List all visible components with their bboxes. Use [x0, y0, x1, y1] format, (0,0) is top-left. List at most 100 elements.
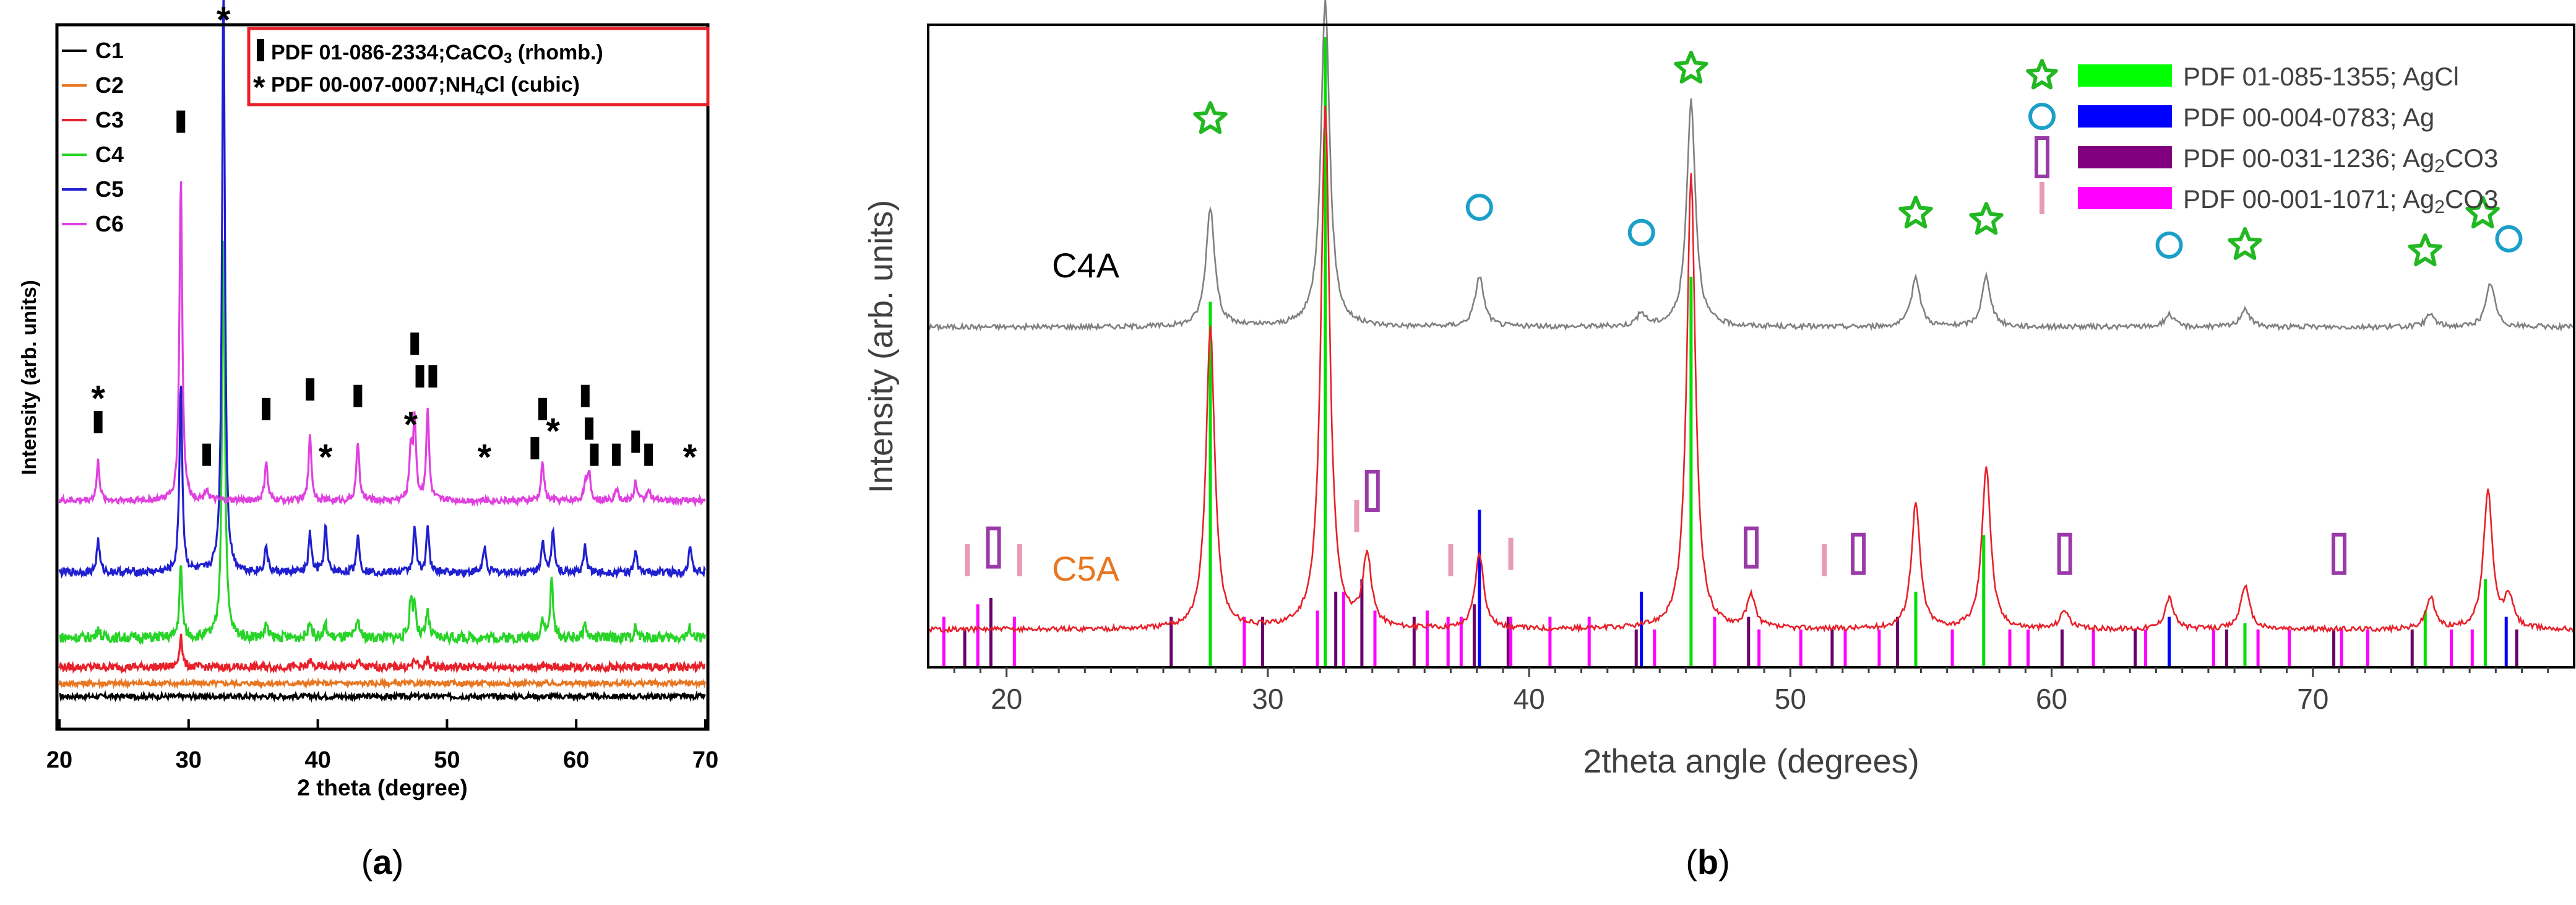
panel-a-x-tick-label: 30: [176, 747, 202, 773]
panel-a-label: (a): [361, 842, 403, 881]
ag2co3-rect-marker: [986, 526, 1001, 569]
calcite-bar-marker: [644, 443, 653, 466]
ag2co3-rect-marker: [1744, 526, 1759, 569]
panel-a-series-line-c2: [58, 677, 707, 690]
panel-b-legend-swatch: [2078, 146, 2172, 168]
panel-a-legend-label-c5: C5: [95, 176, 124, 202]
calcite-bar-marker: [590, 443, 599, 466]
agcl-star-marker: [2228, 227, 2262, 260]
panel-b-legend-text: PDF 01-085-1355; AgCl: [2183, 62, 2459, 91]
panel-a-series-group: [58, 0, 707, 703]
agcl-star-marker: [2465, 196, 2500, 229]
agcl-star-marker: [1674, 50, 1708, 84]
panel-b-label: (b): [1686, 842, 1730, 881]
panel-b-legend-text-sub: 2: [2434, 156, 2445, 176]
asterisk-marker-icon: *: [253, 70, 265, 105]
panel-b-legend-swatch: [2078, 64, 2172, 87]
nh4cl-asterisk-marker: *: [683, 438, 697, 478]
agcl-star-icon: [2026, 59, 2058, 90]
ag2co3-pink-bar-marker: [1508, 537, 1514, 570]
panel-a-chart: * * * * * * * 20 30 40 50 60 70 2 theta (degree) In…: [17, 0, 718, 881]
calcite-bar-marker: [353, 384, 363, 407]
panel-b-legend-text-suffix: CO3: [2445, 184, 2498, 214]
agcl-star-marker: [1193, 101, 1228, 134]
calcite-bar-marker: [93, 410, 103, 433]
panel-b-x-tick-label: 20: [991, 683, 1022, 715]
panel-a-x-tick-label: 20: [46, 747, 72, 773]
panel-a-legend-label-c4: C4: [95, 142, 124, 167]
panel-a-x-tick-label: 60: [563, 747, 589, 773]
panel-b-legend-text: PDF 00-031-1236; Ag2CO3: [2183, 144, 2498, 176]
calcite-bar-marker: [262, 397, 271, 420]
panel-a-legend-label-c3: C3: [95, 107, 124, 132]
panel-a-plot-frame: [55, 23, 710, 731]
panel-a-series-line-c4: [58, 240, 707, 646]
panel-b-series-group: [928, 0, 2575, 634]
panel-b-legend-text-main: PDF 00-001-1071; Ag: [2183, 184, 2434, 214]
calcite-bar-marker: [306, 378, 315, 401]
ag2co3-rect-icon: [2035, 136, 2049, 178]
nh4cl-asterisk-marker: *: [217, 0, 231, 40]
calcite-bar-marker: [530, 437, 540, 460]
panel-b-x-ticks: 20 30 40 50 60 70: [953, 667, 2549, 715]
panel-b-legend-text: PDF 00-004-0783; Ag: [2183, 103, 2434, 132]
panel-a-series-line-c1: [59, 690, 706, 703]
panel-b-legend-text-suffix: CO3: [2445, 144, 2498, 173]
panel-b-series-line-c4a: [928, 0, 2575, 332]
calcite-bar-marker: [176, 110, 186, 133]
panel-b-reference-lines: [942, 37, 2518, 667]
panel-a-reference-calcite: PDF 01-086-2334;CaCO3 (rhomb.): [271, 41, 603, 67]
panel-b-series-labels: C4A C5A: [1052, 246, 1120, 588]
panel-a-legend-label-c2: C2: [95, 72, 124, 98]
ag2co3-pink-bar-marker: [965, 543, 970, 576]
panel-b-series-label-c5a: C5A: [1052, 549, 1120, 588]
ag2co3-pink-bar-marker: [1017, 543, 1022, 576]
ag2co3-rect-marker: [1851, 532, 1866, 575]
calcite-bar-marker: [538, 397, 547, 420]
panel-b-series-line-c5a: [928, 105, 2575, 634]
panel-a-x-ticks: 20 30 40 50 60 70: [46, 719, 718, 773]
calcite-bar-marker: [410, 332, 420, 355]
panel-b-legend-text-main: PDF 00-031-1236; Ag: [2183, 144, 2434, 173]
panel-a-legend: C1 C2 C3 C4 C5 C6: [62, 38, 124, 236]
calcite-bar-marker: [631, 430, 640, 453]
panel-a-legend-label-c1: C1: [95, 38, 124, 63]
panel-a-x-tick-label: 70: [692, 747, 718, 773]
panel-b-legend-swatch: [2078, 187, 2172, 209]
ag2co3-pink-bar-marker: [1448, 543, 1454, 576]
panel-b-legend-text: PDF 00-001-1071; Ag2CO3: [2183, 184, 2498, 217]
panel-b-legend-text-main: PDF 00-004-0783; Ag: [2183, 103, 2434, 132]
nh4cl-asterisk-marker: *: [319, 438, 333, 478]
panel-b-peak-markers: [965, 50, 2523, 576]
panel-b-x-axis-label: 2theta angle (degrees): [1583, 743, 1919, 780]
calcite-bar-marker-icon: [257, 39, 264, 61]
ag2co3-pink-bar-marker: [1822, 543, 1827, 576]
panel-b-y-axis-label: Intensity (arb. units): [863, 200, 900, 493]
calcite-bar-marker: [202, 443, 212, 466]
ag2co3-pink-bar-marker: [1354, 500, 1359, 532]
panel-b-x-tick-label: 60: [2036, 683, 2067, 715]
panel-b-x-tick-label: 50: [1775, 683, 1806, 715]
panel-b-x-tick-label: 40: [1514, 683, 1545, 715]
panel-a-peak-markers: * * * * * * *: [91, 0, 697, 478]
panel-a-reference-box: PDF 01-086-2334;CaCO3 (rhomb.) * PDF 00-…: [247, 27, 710, 106]
panel-a-x-axis-label: 2 theta (degree): [297, 775, 468, 800]
panel-b-plot-frame: [927, 24, 2575, 669]
ag2co3-rect-marker: [1364, 469, 1380, 512]
panel-a-y-axis-label: Intensity (arb. units): [17, 280, 40, 475]
ag-circle-marker: [2155, 231, 2183, 259]
ag2co3-rect-marker: [2332, 532, 2346, 575]
panel-b-legend: PDF 01-085-1355; AgCl PDF 00-004-0783; Ag…: [2026, 59, 2498, 217]
calcite-bar-marker: [580, 384, 590, 407]
ag-circle-marker: [1627, 219, 1655, 246]
calcite-bar-marker: [585, 417, 594, 440]
panel-a-series-line-c6: [58, 181, 706, 508]
panel-b-legend-text-sub: 2: [2434, 197, 2445, 217]
panel-a-reference-box-border: [247, 27, 710, 106]
ag2co3-rect-marker: [2057, 532, 2072, 575]
calcite-bar-marker: [428, 365, 437, 388]
panel-a-series-line-c3: [58, 633, 705, 674]
panel-a-legend-label-c6: C6: [95, 211, 124, 236]
